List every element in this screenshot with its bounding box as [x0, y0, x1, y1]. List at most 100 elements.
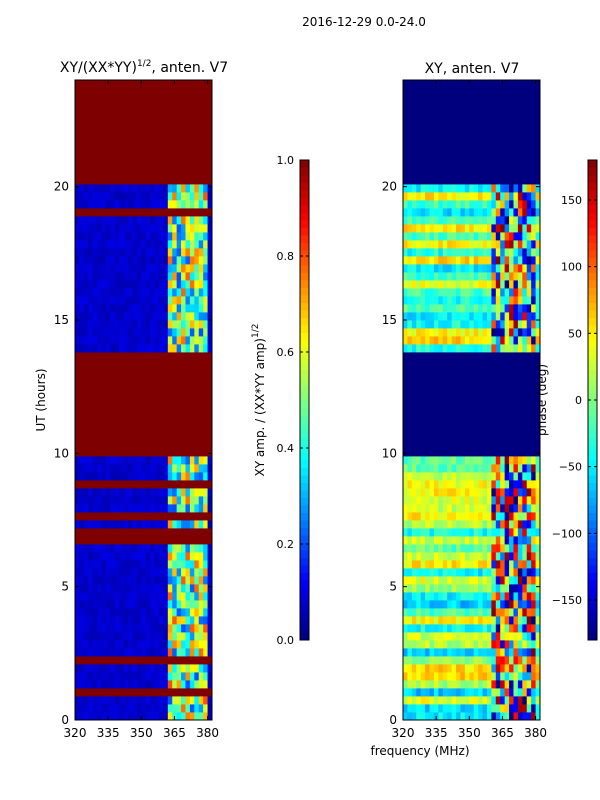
amplitude-cell — [114, 480, 120, 489]
phase-cell — [495, 448, 501, 457]
phase-cell — [500, 640, 506, 649]
amplitude-cell — [145, 424, 151, 433]
amplitude-cell — [119, 384, 125, 393]
phase-cell — [473, 424, 479, 433]
phase-cell — [429, 224, 435, 233]
amplitude-cell — [189, 552, 195, 561]
amplitude-cell — [132, 296, 138, 305]
amplitude-cell — [181, 240, 186, 249]
amplitude-cell — [141, 112, 147, 121]
amplitude-cell — [158, 528, 164, 537]
phase-cell — [473, 464, 479, 473]
amplitude-cell — [172, 632, 178, 641]
phase-cell — [407, 320, 413, 329]
phase-cell — [482, 328, 488, 337]
amplitude-cell — [88, 544, 94, 553]
phase-cell — [513, 384, 519, 393]
amplitude-cell — [83, 512, 89, 521]
phase-cell — [420, 360, 426, 369]
phase-cell — [504, 352, 510, 361]
amplitude-cell — [203, 304, 208, 313]
phase-cell — [526, 160, 532, 169]
phase-cell — [526, 512, 532, 521]
amplitude-cell — [92, 432, 98, 441]
amplitude-cell — [97, 448, 102, 457]
amplitude-cell — [105, 472, 111, 481]
phase-cell — [416, 128, 422, 137]
phase-cell — [464, 632, 470, 641]
amplitude-cell — [185, 600, 191, 609]
amplitude-cell — [167, 320, 173, 329]
amplitude-colorbar-swatch — [300, 400, 309, 408]
phase-cell — [522, 712, 528, 721]
phase-cell — [500, 232, 506, 241]
phase-cell — [500, 152, 506, 161]
amplitude-cell — [203, 480, 208, 489]
phase-cell — [500, 536, 506, 545]
phase-cell — [425, 152, 430, 161]
phase-cell — [526, 256, 532, 265]
phase-cell — [495, 688, 501, 697]
amplitude-cell — [172, 352, 178, 361]
phase-cell — [442, 584, 448, 593]
phase-cell — [464, 680, 470, 689]
phase-cell — [407, 344, 413, 353]
phase-cell — [429, 208, 435, 217]
phase-cell — [442, 536, 448, 545]
amplitude-cell — [154, 272, 160, 281]
phase-cell — [416, 624, 422, 633]
amplitude-cell — [110, 256, 116, 265]
phase-cell — [478, 512, 483, 521]
phase-cell — [442, 184, 448, 193]
amplitude-cell — [150, 336, 155, 345]
phase-cell — [469, 672, 475, 681]
amplitude-cell — [158, 624, 164, 633]
phase-cell — [425, 176, 430, 185]
phase-cell — [495, 128, 501, 137]
amplitude-cell — [207, 560, 213, 569]
phase-cell — [411, 480, 417, 489]
phase-cell — [456, 608, 461, 617]
amplitude-cell — [92, 272, 98, 281]
phase-cell — [447, 472, 453, 481]
phase-cell — [407, 536, 413, 545]
amplitude-cell — [97, 496, 102, 505]
phase-cell — [469, 424, 475, 433]
amplitude-colorbar-swatch — [300, 287, 309, 296]
phase-cell — [451, 592, 457, 601]
amplitude-cell — [119, 160, 125, 169]
amplitude-cell — [207, 408, 213, 417]
amplitude-cell — [105, 360, 111, 369]
phase-cell — [469, 344, 475, 353]
phase-cell — [500, 208, 506, 217]
amplitude-cell — [158, 416, 164, 425]
phase-cell — [447, 200, 453, 209]
phase-cell — [411, 320, 417, 329]
phase-cell — [416, 432, 422, 441]
phase-cell — [403, 432, 408, 441]
amplitude-cell — [189, 128, 195, 137]
phase-cell — [526, 224, 532, 233]
phase-cell — [411, 208, 417, 217]
amplitude-cell — [194, 648, 200, 657]
phase-cell — [469, 128, 475, 137]
amplitude-cell — [172, 240, 178, 249]
phase-cell — [535, 424, 541, 433]
amplitude-cell — [79, 120, 85, 129]
amplitude-cell — [167, 528, 173, 537]
amplitude-cell — [163, 96, 169, 105]
phase-cell — [482, 656, 488, 665]
amplitude-cell — [105, 384, 111, 393]
phase-cell — [535, 304, 541, 313]
phase-cell — [509, 216, 514, 225]
amplitude-cell — [101, 704, 107, 713]
phase-cell — [411, 360, 417, 369]
amplitude-cell — [75, 112, 80, 121]
phase-cell — [473, 568, 479, 577]
phase-cell — [407, 272, 413, 281]
phase-cell — [411, 504, 417, 513]
amplitude-cell — [185, 528, 191, 537]
amplitude-cell — [101, 448, 107, 457]
amplitude-cell — [150, 464, 155, 473]
amplitude-cell — [97, 416, 102, 425]
